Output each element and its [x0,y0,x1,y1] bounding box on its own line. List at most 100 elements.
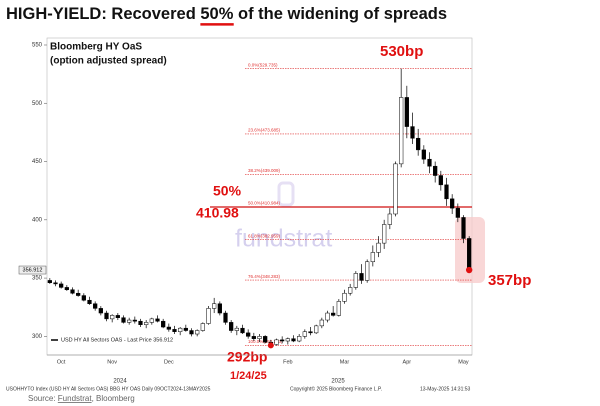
y-tick-label: 550 [32,43,43,49]
watermark: fundstrat [235,181,332,253]
candle-body [87,299,92,304]
candle-body [433,165,438,176]
title-highlight: 50% [200,5,233,23]
y-tick-label: 500 [32,101,43,107]
candle-body [450,198,455,209]
candle-body [144,322,149,325]
candle-body [240,327,245,334]
annotation: 292bp [227,349,267,365]
candle-body [285,338,290,342]
candle-body [416,137,421,151]
x-tick-label: Feb [283,359,292,365]
candle-body [376,242,381,253]
candle-body [319,319,324,327]
candle-body [353,273,358,288]
candle-body [127,319,132,323]
candle-body [217,303,222,314]
candle-body [115,315,120,318]
footer: 13-May-2025 14:31:53 [420,386,471,392]
subtitle: Bloomberg HY OaS [50,42,142,53]
source-part: Source: [28,394,58,403]
candle-body [274,339,279,345]
last-price-label: 356.912 [23,267,43,273]
candle-body [189,330,194,335]
candle-body [302,331,307,337]
x-tick-label: Oct [57,359,66,365]
year-label: 2024 [113,379,127,385]
candle-body [359,273,364,281]
year-label: 2025 [331,379,345,385]
candle-body [234,327,239,331]
subtitle: (option adjusted spread) [50,56,167,67]
candle-body [399,97,404,165]
y-tick-label: 350 [32,276,43,282]
candle-body [110,315,115,320]
fib-label: 61.8%(382.959) [248,233,281,238]
chart-title: HIGH-YIELD: Recovered 50% of the widenin… [6,5,447,23]
candle-body [59,283,64,288]
candle-body [155,318,160,322]
y-tick-label: 450 [32,159,43,165]
candle-body [98,308,103,314]
candle-body [183,327,188,331]
candle-body [280,339,285,342]
candle-body [53,282,58,285]
fib-label: 50.0%(410.984) [248,201,281,206]
low-dot [267,342,274,349]
candle-body [251,336,256,339]
candle-body [138,320,143,325]
candle-body [172,329,177,332]
legend-entry: USD HY All Sectors OAS - Last Price 356.… [61,337,173,343]
candle-body [200,323,205,331]
candle-body [70,289,75,294]
title-part: of the widening of spreads [233,5,447,23]
candle-body [229,322,234,331]
candle-body [178,327,183,332]
x-tick-label: Apr [403,359,412,365]
candle-body [387,213,392,225]
watermark-icon [277,181,295,207]
candle-body [121,317,126,323]
candle-body [444,184,449,200]
candle-body [410,126,415,139]
candle-body [47,280,52,283]
candle-body [297,336,302,342]
candle-body [161,320,166,328]
candle-body [336,301,341,316]
candle-body [427,158,432,167]
footer: USOHHYTO Index (USD HY All Sectors OAS) … [6,386,211,392]
annotation: 357bp [488,272,531,289]
candle-body [81,295,86,301]
x-tick-label: Dec [164,359,174,365]
candle-body [76,292,81,296]
candle-body [246,332,251,337]
y-tick-label: 400 [32,217,43,223]
y-tick-label: 300 [32,334,43,340]
annotation: 530bp [380,43,423,60]
candle-body [195,330,200,335]
annotation: 50% [213,183,242,199]
candle-body [370,252,375,263]
candle-body [64,287,69,290]
candle-body [257,336,262,339]
candle-body [166,326,171,330]
candle-body [132,319,137,322]
candle-body [348,287,353,294]
candle-body [149,318,154,323]
candle-body [206,308,211,324]
candle-body [223,312,228,323]
candle-body [93,303,98,309]
candle-body [393,163,398,215]
candle-body [365,261,370,281]
candle-body [314,325,319,334]
candle-body [455,207,460,218]
source-link: Fundstrat [58,394,93,403]
candle-body [331,312,336,316]
x-tick-label: Nov [107,359,117,365]
candle-body [308,331,313,334]
candle-body [342,292,347,302]
candle-body [104,312,109,320]
candle-body [421,149,426,160]
candle-body [467,238,472,271]
